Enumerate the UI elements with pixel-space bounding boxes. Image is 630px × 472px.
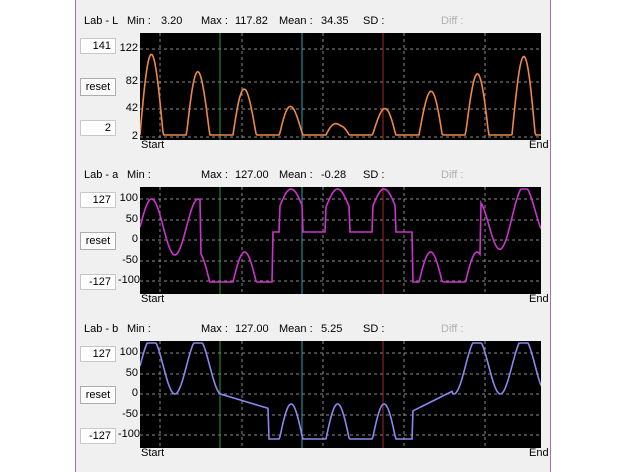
upper-limit-field[interactable]: 127 <box>80 192 116 208</box>
signal-trace <box>140 53 541 136</box>
x-end-label: End <box>529 447 549 459</box>
mean-value: 34.35 <box>321 15 349 27</box>
y-tick-label: 100 <box>119 346 138 358</box>
lower-limit-field[interactable]: -127 <box>80 428 116 444</box>
sd-label: SD : <box>363 169 385 181</box>
panel-title: Lab - a <box>84 169 119 181</box>
y-tick-label: 42 <box>125 102 138 114</box>
upper-limit-field[interactable]: 141 <box>80 38 116 54</box>
y-tick-label: -50 <box>122 408 138 420</box>
mean-value: 5.25 <box>321 323 343 335</box>
min-label: Min : <box>127 15 151 27</box>
max-label: Max : <box>201 323 228 335</box>
diff-label: Diff : <box>441 169 464 181</box>
x-end-label: End <box>529 293 549 305</box>
signal-plot[interactable] <box>140 341 541 448</box>
y-tick-label: 82 <box>125 75 138 87</box>
sd-label: SD : <box>363 323 385 335</box>
max-value: 127.00 <box>235 169 269 181</box>
y-tick-label: 0 <box>131 387 138 399</box>
plot-canvas <box>140 33 541 140</box>
sd-label: SD : <box>363 15 385 27</box>
mean-label: Mean : <box>279 15 313 27</box>
signal-trace <box>140 188 541 283</box>
signal-trace <box>140 342 541 440</box>
x-start-label: Start <box>141 447 165 459</box>
graph-panel: Lab - b Min : Max : 127.00 Mean : 5.25 SD : Dif… <box>76 308 552 462</box>
diff-label: Diff : <box>441 15 464 27</box>
reset-button[interactable]: reset <box>80 232 116 250</box>
reset-button[interactable]: reset <box>80 78 116 96</box>
mean-label: Mean : <box>279 169 313 181</box>
lower-limit-field[interactable]: -127 <box>80 274 116 290</box>
plot-canvas <box>140 187 541 294</box>
y-tick-label: 2 <box>131 130 138 142</box>
panel-title: Lab - b <box>84 323 119 335</box>
y-tick-label: -50 <box>122 254 138 266</box>
reset-button[interactable]: reset <box>80 386 116 404</box>
mean-label: Mean : <box>279 323 313 335</box>
y-tick-label: 0 <box>131 233 138 245</box>
min-label: Min : <box>127 169 151 181</box>
x-end-label: End <box>529 139 549 151</box>
x-start-label: Start <box>141 139 165 151</box>
signal-plot[interactable] <box>140 187 541 294</box>
y-tick-label: 50 <box>125 367 138 379</box>
y-tick-label: -100 <box>118 428 141 440</box>
graph-panel: Lab - a Min : Max : 127.00 Mean : -0.28 SD : Di… <box>76 154 552 308</box>
min-value: 3.20 <box>161 15 183 27</box>
lab-graph-window: Lab - L Min : 3.20 Max : 117.82 Mean : 34.35 SD… <box>75 0 551 472</box>
max-label: Max : <box>201 169 228 181</box>
diff-label: Diff : <box>441 323 464 335</box>
upper-limit-field[interactable]: 127 <box>80 346 116 362</box>
max-label: Max : <box>201 15 228 27</box>
y-tick-label: -100 <box>118 274 141 286</box>
x-start-label: Start <box>141 293 165 305</box>
signal-plot[interactable] <box>140 33 541 140</box>
panel-title: Lab - L <box>84 15 119 27</box>
max-value: 127.00 <box>235 323 269 335</box>
y-tick-label: 100 <box>119 192 138 204</box>
mean-value: -0.28 <box>321 169 347 181</box>
y-tick-label: 122 <box>119 42 138 54</box>
max-value: 117.82 <box>235 15 268 27</box>
y-tick-label: 50 <box>125 213 138 225</box>
graph-panel: Lab - L Min : 3.20 Max : 117.82 Mean : 34.35 SD… <box>76 0 552 154</box>
plot-canvas <box>140 341 541 448</box>
lower-limit-field[interactable]: 2 <box>80 120 116 136</box>
min-label: Min : <box>127 323 151 335</box>
